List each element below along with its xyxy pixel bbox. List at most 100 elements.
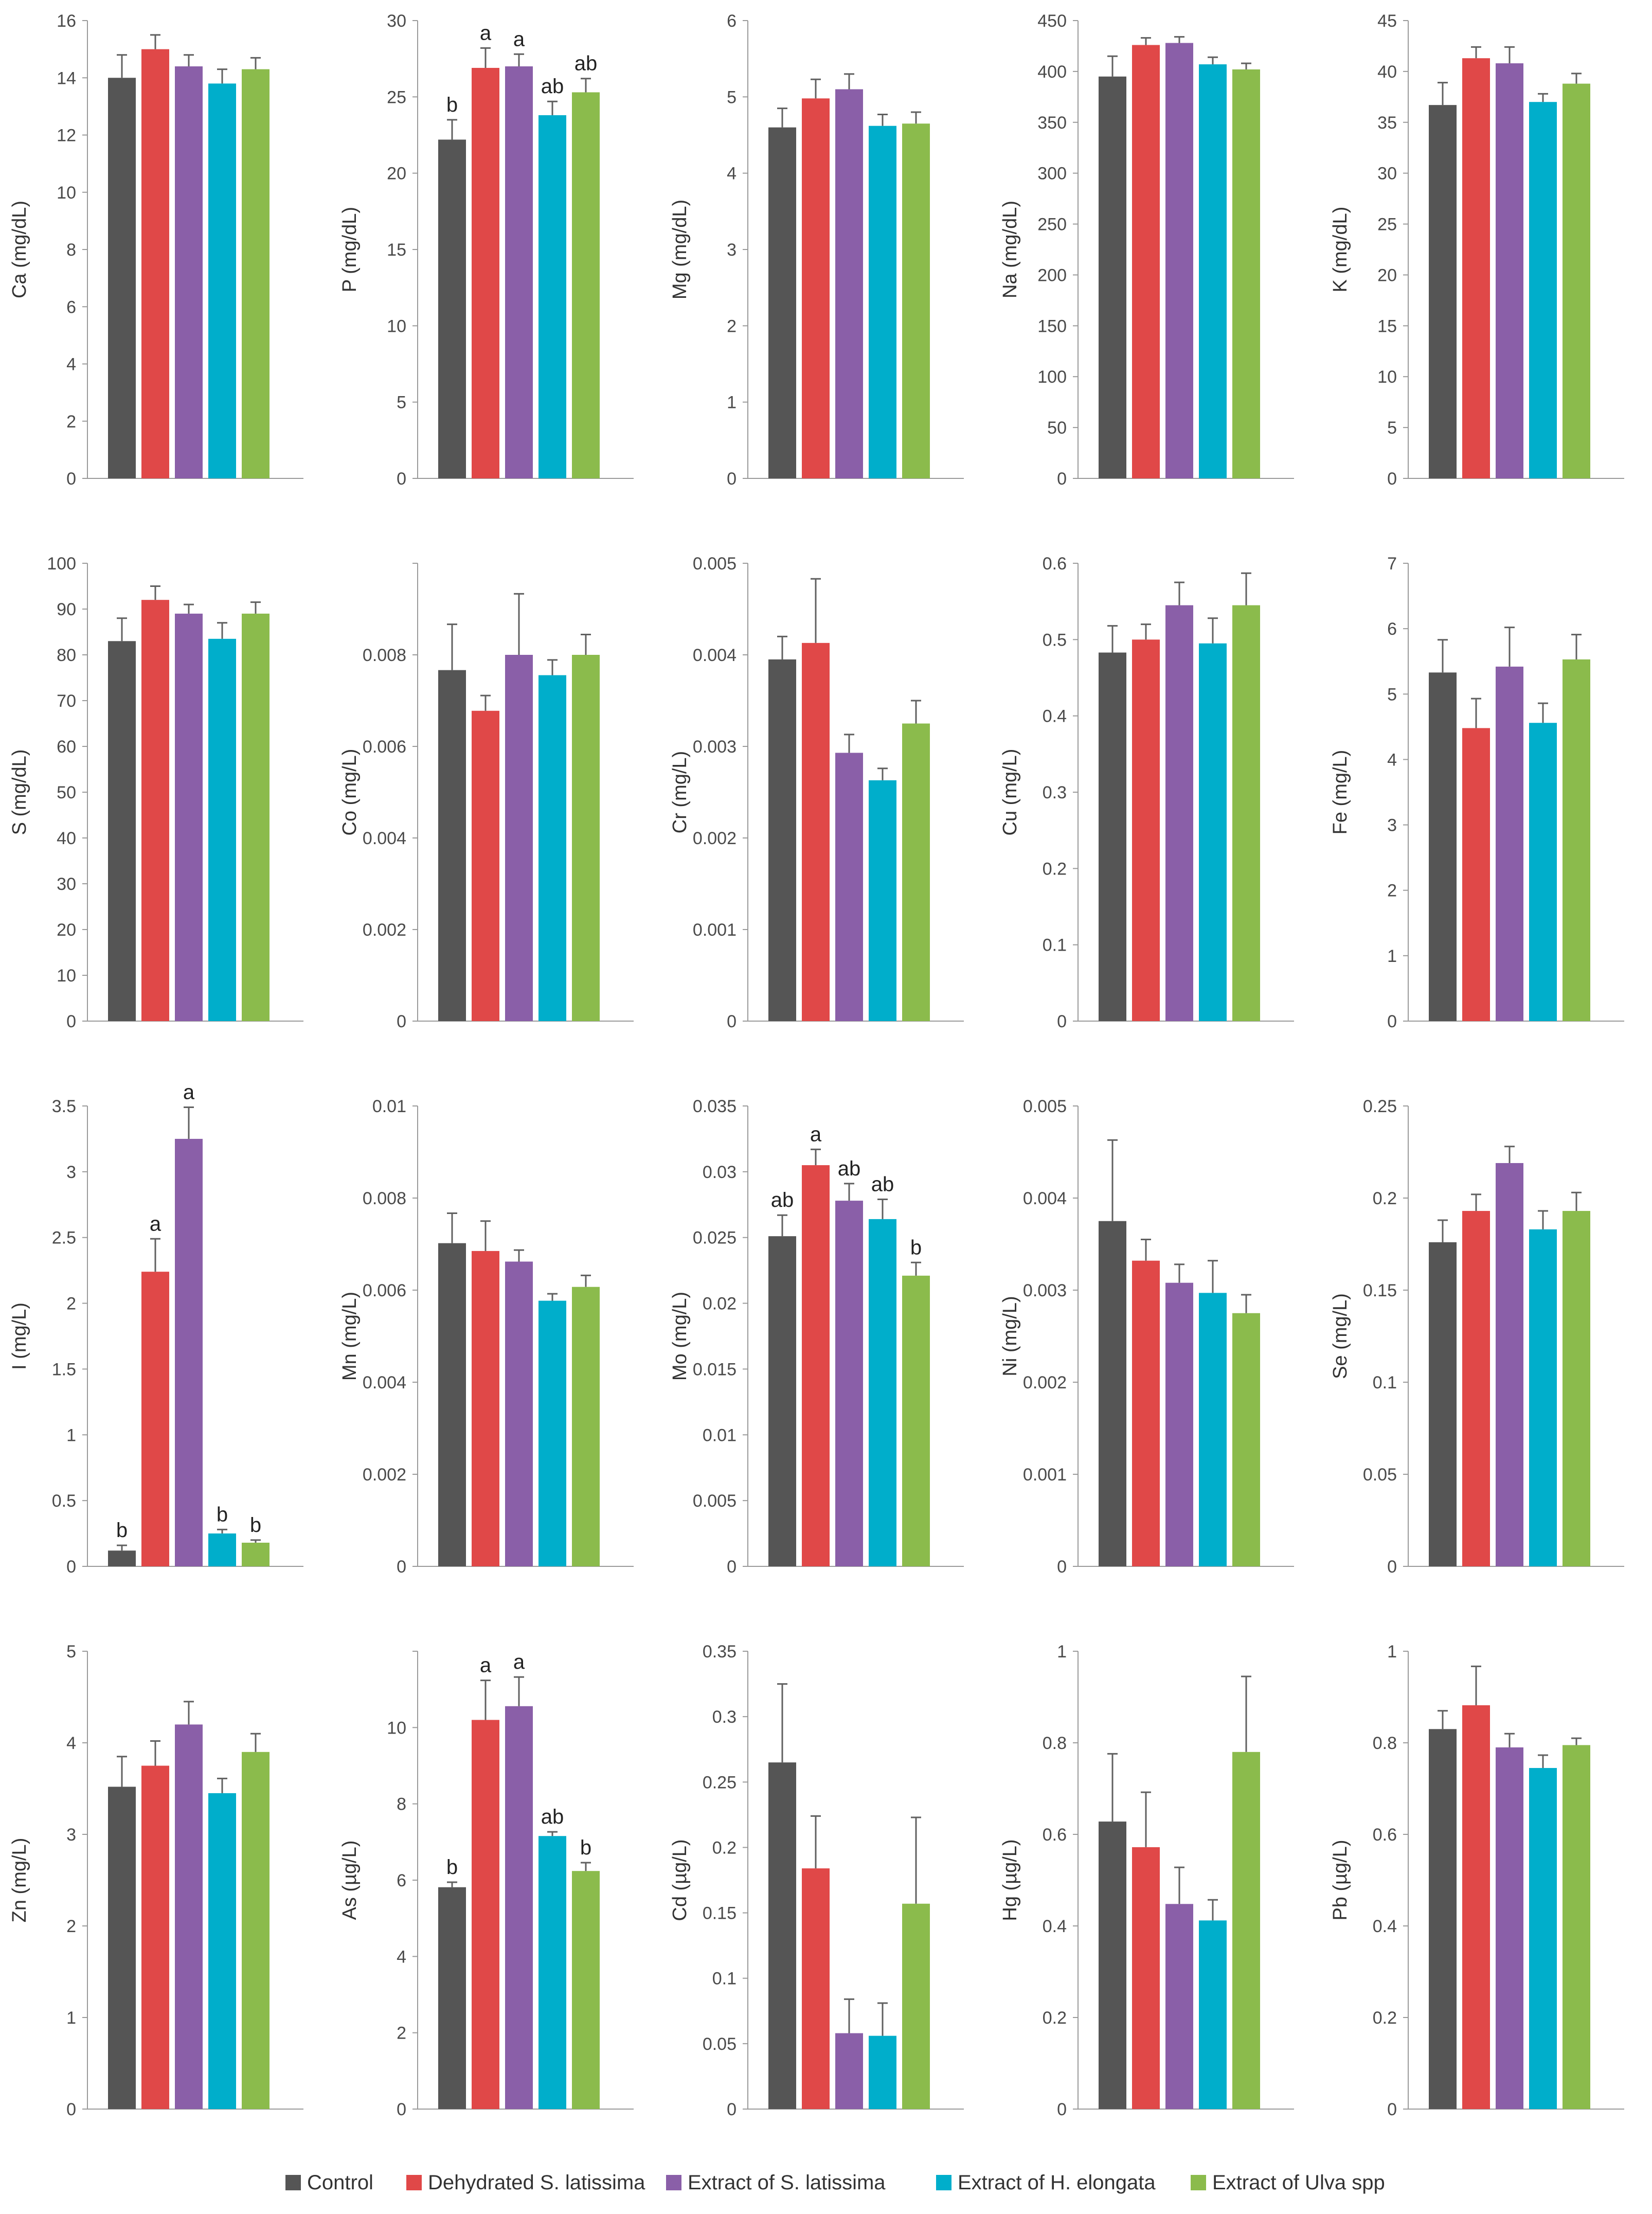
- y-tick-label: 2: [66, 1917, 76, 1936]
- bar-extract-of-h-elongata: [538, 1836, 566, 2109]
- y-tick-label: 3: [66, 1825, 76, 1845]
- y-tick-label: 0: [1057, 1012, 1067, 1031]
- bar-control: [1429, 1729, 1457, 2109]
- bar-dehydrated-s-latissima: [141, 49, 169, 478]
- bar-extract-of-s-latissima: [835, 1201, 863, 1566]
- y-tick-label: 6: [1387, 619, 1397, 639]
- bar-extract-of-h-elongata: [1199, 1293, 1227, 1566]
- bar-control: [438, 139, 466, 478]
- y-tick-label: 12: [57, 126, 76, 146]
- y-tick-label: 0.4: [1043, 707, 1067, 726]
- y-axis-label: Mn (mg/L): [339, 1292, 361, 1381]
- legend-swatch: [936, 2175, 951, 2190]
- panel-ca: 0 2 4 6 8 10 12 14 16 Ca (mg/dL): [9, 11, 303, 489]
- y-axis-label: Cu (mg/L): [999, 749, 1021, 836]
- bar-extract-of-s-latissima: [505, 1261, 533, 1566]
- significance-letter: b: [580, 1836, 591, 1859]
- bar-dehydrated-s-latissima: [1132, 639, 1160, 1021]
- legend-swatch: [1191, 2175, 1206, 2190]
- bar-extract-of-ulva-spp: [572, 1871, 600, 2109]
- bar-extract-of-h-elongata: [1199, 643, 1227, 1021]
- y-tick-label: 3.5: [52, 1097, 76, 1116]
- y-axis-label: Mo (mg/L): [669, 1292, 691, 1381]
- y-axis-label: S (mg/dL): [9, 749, 30, 835]
- y-tick-label: 2: [397, 2024, 406, 2043]
- y-axis-label: Ca (mg/dL): [9, 201, 30, 298]
- y-tick-label: 0.2: [1043, 2008, 1067, 2028]
- bar-dehydrated-s-latissima: [802, 1868, 830, 2109]
- y-axis-label: Mg (mg/dL): [669, 200, 691, 299]
- bar-extract-of-h-elongata: [538, 115, 566, 478]
- bar-extract-of-ulva-spp: [1563, 1211, 1590, 1566]
- y-tick-label: 30: [1377, 164, 1397, 184]
- y-tick-label: 30: [387, 11, 406, 31]
- panel-k: 0 5 10 15 20 25 30 35 40 45 K (mg/dL): [1330, 11, 1624, 489]
- y-tick-label: 0.4: [1373, 1917, 1397, 1936]
- bar-control: [438, 1243, 466, 1566]
- y-tick-label: 0.006: [363, 737, 406, 757]
- y-tick-label: 0.02: [703, 1294, 737, 1314]
- panel-zn: 0 1 2 3 4 5 Zn (mg/L): [9, 1642, 303, 2119]
- bar-extract-of-h-elongata: [1199, 64, 1227, 479]
- y-tick-label: 2: [66, 412, 76, 432]
- panel-hg: 0 0.2 0.4 0.6 0.8 1 Hg (µg/L): [999, 1642, 1294, 2119]
- legend-label: Extract of Ulva spp: [1212, 2171, 1385, 2194]
- y-tick-label: 0: [1057, 2100, 1067, 2119]
- y-tick-label: 0: [397, 2100, 406, 2119]
- bar-extract-of-h-elongata: [1199, 1920, 1227, 2109]
- y-tick-label: 0.01: [372, 1097, 406, 1116]
- bar-extract-of-ulva-spp: [1232, 69, 1260, 478]
- y-tick-label: 1: [1057, 1642, 1067, 1662]
- y-tick-label: 150: [1037, 316, 1067, 336]
- y-axis-label: I (mg/L): [9, 1302, 30, 1370]
- y-axis-label: Cd (µg/L): [669, 1839, 691, 1921]
- bar-extract-of-h-elongata: [869, 1219, 896, 1566]
- bar-dehydrated-s-latissima: [802, 98, 830, 479]
- bar-control: [1099, 1221, 1126, 1566]
- y-tick-label: 0: [1387, 1557, 1397, 1577]
- significance-letter: ab: [838, 1157, 861, 1180]
- legend-swatch: [666, 2175, 681, 2190]
- bar-dehydrated-s-latissima: [1462, 728, 1490, 1021]
- y-tick-label: 1: [1387, 1642, 1397, 1662]
- bar-extract-of-ulva-spp: [1232, 605, 1260, 1021]
- y-axis-label: Na (mg/dL): [999, 201, 1021, 298]
- y-tick-label: 2: [727, 316, 737, 336]
- bar-extract-of-ulva-spp: [902, 1275, 930, 1566]
- y-tick-label: 100: [47, 554, 76, 574]
- y-tick-label: 0: [727, 1012, 737, 1031]
- y-tick-label: 0: [727, 469, 737, 489]
- significance-letter: b: [116, 1519, 128, 1542]
- y-tick-label: 10: [57, 183, 76, 203]
- bar-dehydrated-s-latissima: [1462, 58, 1490, 478]
- legend: Control Dehydrated S. latissima Extract of…: [285, 2171, 1385, 2194]
- y-tick-label: 4: [1387, 750, 1397, 770]
- y-tick-label: 2: [66, 1294, 76, 1314]
- bar-dehydrated-s-latissima: [472, 710, 499, 1021]
- y-tick-label: 4: [397, 1947, 406, 1967]
- legend-label: Extract of H. elongata: [958, 2171, 1156, 2194]
- y-tick-label: 2.5: [52, 1228, 76, 1248]
- significance-letter: ab: [871, 1173, 894, 1196]
- significance-letter: a: [513, 1651, 525, 1673]
- bar-dehydrated-s-latissima: [802, 642, 830, 1021]
- bar-dehydrated-s-latissima: [472, 1251, 499, 1566]
- bar-extract-of-s-latissima: [175, 1724, 203, 2109]
- y-tick-label: 0.25: [1363, 1097, 1397, 1116]
- significance-letter: b: [910, 1236, 922, 1259]
- bar-extract-of-h-elongata: [538, 675, 566, 1021]
- y-tick-label: 10: [387, 316, 406, 336]
- y-tick-label: 0.002: [1023, 1373, 1067, 1392]
- y-tick-label: 0.25: [703, 1773, 737, 1792]
- bar-extract-of-h-elongata: [869, 2036, 896, 2109]
- y-tick-label: 45: [1377, 11, 1397, 31]
- bar-extract-of-s-latissima: [835, 2033, 863, 2109]
- y-tick-label: 0.001: [1023, 1465, 1067, 1485]
- y-tick-label: 5: [1387, 418, 1397, 438]
- y-tick-label: 0.05: [703, 2034, 737, 2054]
- y-tick-label: 0: [1387, 2100, 1397, 2119]
- y-tick-label: 0: [727, 2100, 737, 2119]
- y-tick-label: 6: [66, 297, 76, 317]
- bar-control: [1429, 105, 1457, 479]
